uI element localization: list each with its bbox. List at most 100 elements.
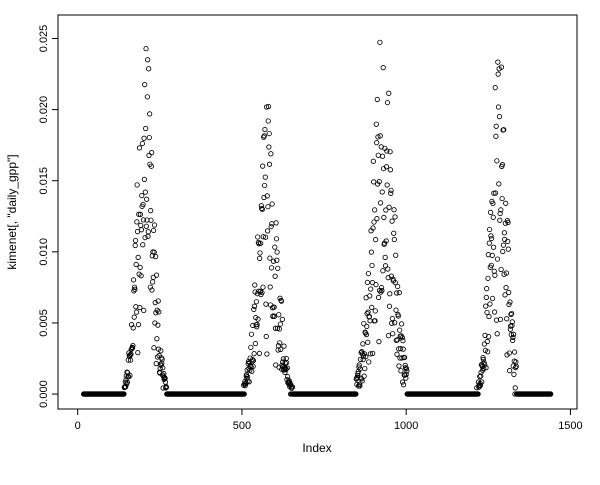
data-point (495, 59, 501, 65)
data-point (357, 383, 363, 389)
plot-border-box (57, 14, 578, 410)
data-point (379, 189, 385, 195)
data-point (384, 182, 390, 188)
data-point (494, 331, 500, 337)
data-point (395, 313, 401, 319)
data-point (392, 214, 398, 220)
data-point (492, 84, 498, 91)
data-point (146, 66, 152, 72)
data-point (155, 322, 161, 328)
data-point (403, 375, 409, 381)
data-point (135, 322, 142, 328)
data-point (273, 220, 279, 226)
data-point (127, 352, 133, 358)
data-point (289, 384, 296, 390)
data-point (158, 348, 164, 354)
data-point (143, 125, 149, 132)
data-point (131, 284, 138, 290)
data-point (486, 226, 493, 233)
data-point (476, 384, 483, 390)
data-point (286, 379, 293, 385)
data-point (377, 39, 383, 45)
data-point (358, 349, 364, 356)
data-point (391, 230, 397, 236)
data-point (385, 333, 392, 339)
data-point (252, 282, 258, 288)
data-point (147, 111, 153, 117)
data-point (394, 337, 400, 343)
data-point (386, 90, 392, 96)
data-point (259, 289, 265, 296)
data-point (364, 323, 370, 330)
data-point (475, 391, 481, 397)
data-point (497, 316, 504, 323)
data-point (403, 371, 409, 377)
data-point (361, 351, 368, 357)
data-point (499, 161, 506, 168)
data-point (483, 365, 489, 371)
data-point (159, 356, 165, 362)
data-point (133, 261, 139, 268)
data-point (280, 356, 286, 362)
data-point (130, 325, 136, 331)
data-point (246, 379, 252, 385)
data-point (262, 174, 268, 180)
data-point (488, 233, 494, 239)
data-point (484, 309, 490, 316)
data-point (379, 287, 385, 294)
data-point (387, 291, 393, 297)
data-point (371, 219, 377, 225)
data-point (373, 282, 379, 288)
data-point (130, 277, 137, 283)
data-point (494, 158, 500, 164)
data-point (399, 355, 405, 361)
data-point (487, 301, 493, 307)
data-point (376, 179, 382, 185)
data-point (497, 217, 503, 223)
data-point (259, 205, 265, 212)
data-point (132, 286, 138, 292)
data-point (250, 357, 257, 364)
data-point (363, 332, 370, 338)
data-point (512, 385, 518, 391)
data-point (125, 374, 132, 380)
data-point (160, 365, 166, 371)
data-point (499, 195, 505, 202)
y-tick-label: 0.015 (38, 167, 50, 195)
data-point (511, 371, 517, 378)
data-point (145, 57, 151, 63)
data-point (386, 303, 393, 309)
data-point (359, 378, 365, 384)
data-point (396, 363, 402, 369)
data-point (498, 64, 505, 70)
data-point (140, 242, 146, 248)
data-point (482, 362, 488, 368)
data-point (261, 182, 268, 189)
data-point (272, 244, 278, 250)
data-point (274, 257, 280, 263)
data-point (377, 133, 383, 139)
data-point (153, 272, 160, 278)
data-point (273, 236, 280, 242)
data-point (361, 320, 367, 327)
data-point (260, 234, 266, 240)
data-point (391, 236, 397, 243)
data-point (354, 381, 360, 388)
data-point (278, 346, 284, 353)
data-point (403, 365, 410, 372)
data-point (134, 219, 140, 225)
data-point (146, 134, 152, 141)
data-point (249, 368, 255, 374)
data-point (361, 373, 367, 379)
data-point (393, 307, 399, 313)
data-point (401, 354, 408, 361)
data-point (154, 307, 160, 313)
x-tick-label: 0 (75, 420, 81, 432)
data-point (374, 215, 380, 222)
data-point (257, 250, 263, 256)
data-point (267, 255, 273, 261)
data-point (259, 206, 265, 212)
data-point (483, 294, 489, 301)
data-point (365, 339, 371, 345)
